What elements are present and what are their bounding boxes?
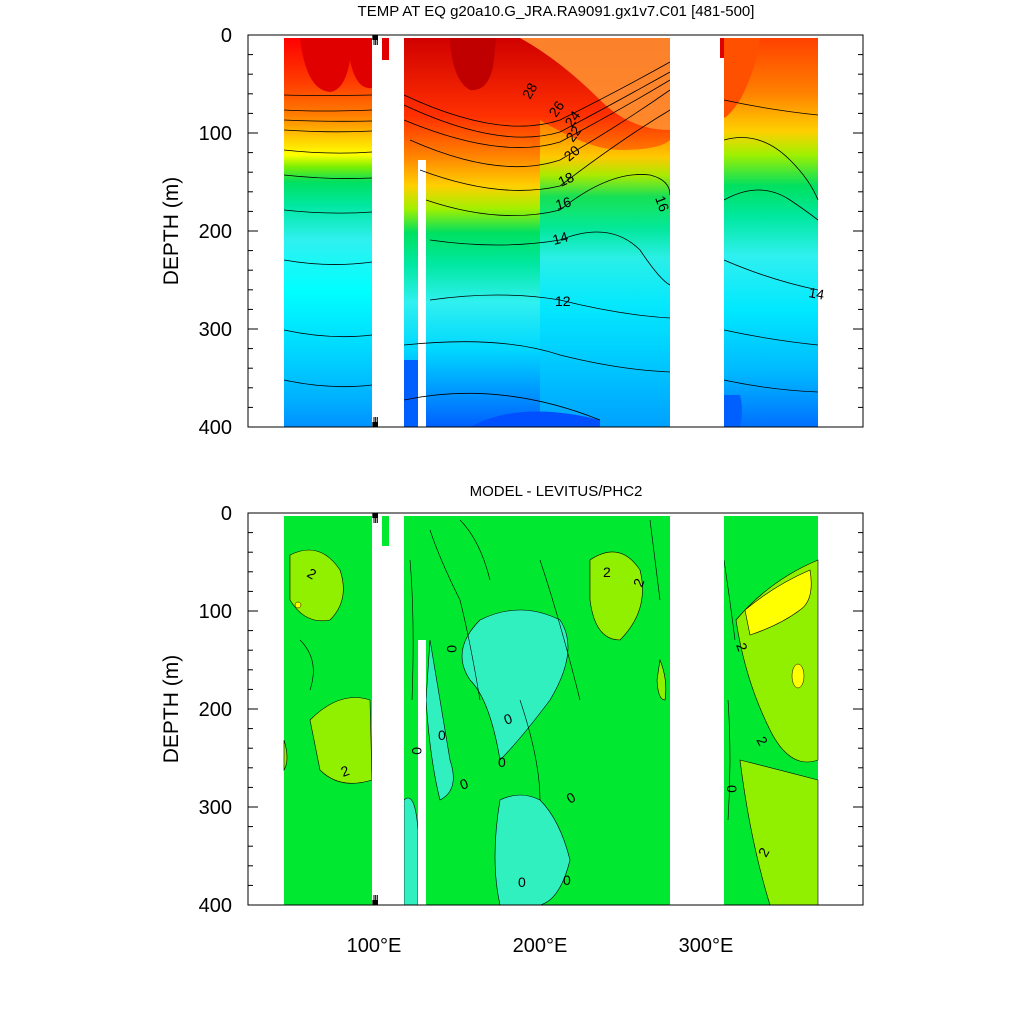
diff-blob-indian-warm xyxy=(289,549,344,622)
pacific-east-shallow-thermocline xyxy=(540,120,670,427)
y-tick-label: 400 xyxy=(199,895,232,917)
contour-label: 0 xyxy=(563,872,571,888)
diff-blob-pacific-warm xyxy=(589,551,643,641)
y-tick-label: 100 xyxy=(199,601,232,623)
pacific-deep-cold xyxy=(470,411,600,427)
contour-label: 14 xyxy=(551,228,570,248)
diff-blob-pacific-cool-4 xyxy=(403,797,419,905)
field-strip-red-2 xyxy=(720,38,724,58)
contour-label: 0 xyxy=(724,785,740,793)
top-contour-lines xyxy=(283,61,819,421)
x-tick-label: 300°E xyxy=(679,935,734,957)
field-region-atlantic xyxy=(724,38,818,427)
y-tick-label: 200 xyxy=(199,221,232,243)
gap-strip xyxy=(418,160,426,427)
pacific-east-warm xyxy=(520,38,670,130)
diff-blob-pacific-cool-3 xyxy=(494,794,571,905)
top-contour-field xyxy=(283,38,819,427)
diff-blob-atlantic-hot-2 xyxy=(791,663,805,689)
diff-blob-pacific-cool-2 xyxy=(425,639,454,801)
contour-label: 0 xyxy=(444,645,460,653)
diff-strip xyxy=(382,516,389,546)
contour-label: 12 xyxy=(555,293,571,309)
atlantic-deep-cold xyxy=(724,395,742,427)
contour-label: 28 xyxy=(519,80,541,102)
field-strip-red xyxy=(382,38,389,60)
top-panel: TEMP AT EQ g20a10.G_JRA.RA9091.gx1v7.C01… xyxy=(160,3,864,439)
y-tick-label: 200 xyxy=(199,699,232,721)
diff-blob-yellow xyxy=(294,601,302,609)
top-ticks xyxy=(248,34,863,428)
contour-label: 16 xyxy=(652,194,672,214)
bottom-panel-title: MODEL - LEVITUS/PHC2 xyxy=(470,483,643,500)
diff-blob-pacific-cool xyxy=(461,609,569,761)
contour-label: 14 xyxy=(807,284,825,302)
bottom-y-axis-label: DEPTH (m) xyxy=(160,655,183,764)
atlantic-west-warm xyxy=(724,38,760,118)
contour-label: 16 xyxy=(554,193,573,213)
y-tick-label: 300 xyxy=(199,319,232,341)
field-region-indian xyxy=(284,38,372,427)
warm-pool-indian xyxy=(300,38,372,92)
land-gap-1 xyxy=(372,35,404,427)
y-tick-label: 400 xyxy=(199,417,232,439)
contour-label: 0 xyxy=(409,747,425,755)
diff-blob-atlantic-hot xyxy=(744,569,812,636)
bottom-contour-lines xyxy=(299,519,736,821)
contour-label: 0 xyxy=(498,754,506,770)
land-gap-2-b xyxy=(670,513,724,905)
y-tick-label: 300 xyxy=(199,797,232,819)
y-tick-label: 0 xyxy=(221,503,232,525)
diff-blob-pacific-warm-2 xyxy=(656,658,667,701)
diff-blob-indian-mid xyxy=(309,697,373,784)
pacific-west-deep xyxy=(404,360,418,427)
contour-label: 0 xyxy=(518,874,526,890)
y-tick-label: 0 xyxy=(221,25,232,47)
bottom-ticks xyxy=(248,512,863,906)
land-gap-2 xyxy=(670,35,724,427)
x-tick-label: 200°E xyxy=(513,935,568,957)
y-tick-label: 100 xyxy=(199,123,232,145)
bottom-panel: MODEL - LEVITUS/PHC2 xyxy=(160,483,864,957)
land-gap-1-b xyxy=(372,513,404,905)
bottom-contour-field xyxy=(283,516,819,905)
warm-pool-pacific xyxy=(450,38,496,91)
contour-label: 2 xyxy=(603,564,611,580)
x-tick-label: 100°E xyxy=(347,935,402,957)
gap-strip-b xyxy=(418,640,426,905)
top-panel-title: TEMP AT EQ g20a10.G_JRA.RA9091.gx1v7.C01… xyxy=(358,3,755,20)
contour-label: 0 xyxy=(438,727,446,743)
contour-label: 18 xyxy=(556,169,577,190)
top-y-axis-label: DEPTH (m) xyxy=(160,177,183,286)
diff-blob-edge xyxy=(283,739,288,772)
